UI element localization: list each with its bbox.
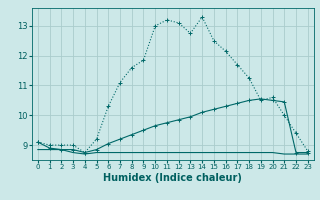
X-axis label: Humidex (Indice chaleur): Humidex (Indice chaleur) [103,173,242,183]
